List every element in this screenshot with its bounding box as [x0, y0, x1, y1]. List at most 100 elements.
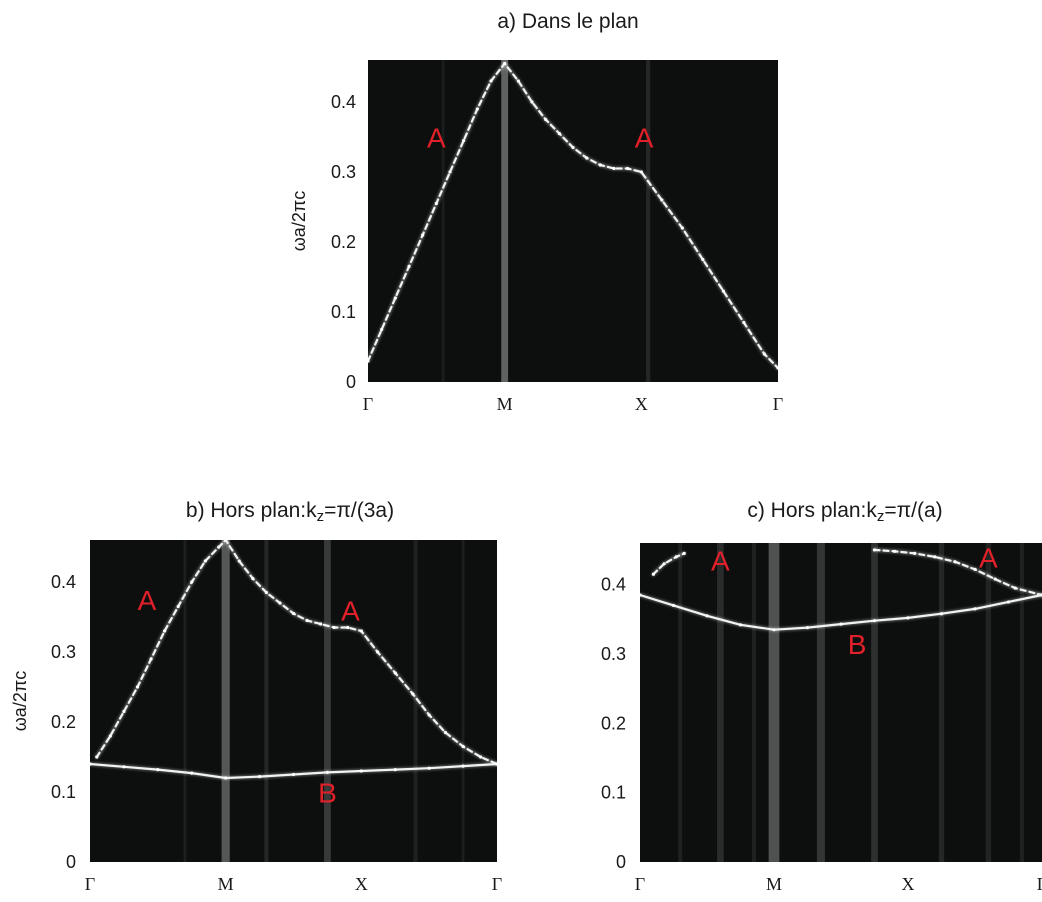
- band-point: [190, 771, 194, 775]
- band-point: [251, 576, 255, 581]
- leaky-mode-streak: [324, 540, 331, 862]
- panel-title: a) Dans le plan: [497, 10, 638, 33]
- panel-title-rest: =π/(a): [884, 499, 942, 522]
- band-point: [516, 79, 520, 83]
- band-point: [393, 296, 397, 300]
- band-point: [839, 622, 843, 626]
- band-point: [639, 170, 643, 174]
- band-point: [203, 559, 207, 563]
- band-point: [411, 692, 415, 696]
- x-tick-label: X: [355, 874, 368, 894]
- band-point: [495, 762, 499, 766]
- band-point: [776, 366, 780, 370]
- band-point: [149, 657, 153, 661]
- leaky-mode-streak: [413, 540, 418, 862]
- band-point: [953, 560, 957, 564]
- band-point: [407, 264, 411, 269]
- band-point: [475, 107, 479, 111]
- band-point: [190, 580, 194, 584]
- y-tick-label: 0.4: [601, 575, 626, 595]
- band-point: [738, 623, 743, 627]
- y-tick-label: 0.3: [51, 642, 76, 662]
- band-point: [638, 593, 642, 597]
- leaky-mode-streak: [183, 540, 187, 862]
- leaky-mode-streak: [1019, 543, 1024, 862]
- band-point: [359, 769, 363, 773]
- y-tick-label: 0.2: [51, 712, 76, 732]
- band-point: [176, 604, 180, 609]
- band-point: [701, 257, 705, 262]
- y-tick-label: 0.1: [331, 302, 356, 322]
- band-point: [421, 233, 425, 237]
- band-annotation-A: A: [138, 585, 157, 616]
- band-point: [393, 768, 397, 772]
- band-point: [325, 770, 330, 775]
- leaky-mode-streak: [751, 543, 756, 862]
- band-point: [427, 713, 431, 717]
- plot-area: [90, 540, 497, 862]
- leaky-mode-streak: [816, 543, 825, 862]
- band-point: [705, 614, 709, 618]
- panel-a: a) Dans le plan 0 0.1 0.2 0.3 0.4 ωa/2πc Γ M X Γ A A: [289, 10, 783, 414]
- panel-title-main: c) Hors plan:k: [747, 499, 877, 522]
- leaky-mode-streak: [441, 60, 445, 382]
- band-point: [503, 61, 507, 66]
- x-tick-label: Γ: [773, 394, 783, 414]
- y-tick-label: 0.3: [601, 644, 626, 664]
- panel-c: c) Hors plan:kz=π/(a) 0 0.1 0.2 0.3 0.4 Γ M X Γ A A…: [601, 499, 1042, 894]
- band-point: [993, 577, 997, 581]
- band-point: [462, 138, 466, 143]
- band-point: [626, 166, 630, 171]
- band-point: [651, 572, 656, 576]
- band-point: [461, 744, 465, 749]
- band-annotation-B: B: [848, 629, 867, 660]
- band-A: [651, 551, 687, 577]
- x-tick-label: M: [218, 874, 234, 894]
- x-tick-label: M: [766, 874, 782, 894]
- y-tick-label: 0.2: [601, 713, 626, 733]
- band-point: [346, 625, 350, 630]
- band-point: [448, 170, 452, 174]
- band-point: [434, 201, 438, 206]
- band-point: [319, 622, 323, 626]
- band-point: [122, 709, 126, 714]
- band-point: [332, 625, 336, 630]
- band-point: [237, 559, 241, 563]
- panel-title: b) Hors plan:kz=π/(3a): [186, 499, 394, 525]
- band-point: [1013, 586, 1017, 590]
- band-point: [224, 538, 228, 542]
- panel-title-subscript: z: [877, 508, 885, 525]
- x-tick-label: Γ: [1037, 874, 1042, 894]
- band-point: [674, 555, 678, 559]
- panel-title: c) Hors plan:kz=π/(a): [747, 499, 942, 525]
- band-point: [88, 762, 92, 766]
- x-tick-label: Γ: [363, 394, 373, 414]
- leaky-mode-streak: [768, 543, 780, 862]
- band-point: [805, 626, 810, 630]
- band-point: [135, 685, 140, 689]
- band-point: [772, 628, 776, 632]
- band-point: [264, 590, 268, 595]
- band-point: [671, 603, 676, 608]
- plot-area: [368, 60, 778, 382]
- leaky-mode-streak: [717, 543, 724, 862]
- y-axis-label: ωa/2πc: [289, 191, 309, 252]
- band-point: [530, 100, 534, 104]
- band-point: [305, 618, 309, 623]
- leaky-mode-streak: [264, 540, 269, 862]
- band-point: [224, 776, 228, 780]
- leaky-mode-streak: [985, 543, 992, 862]
- band-point: [571, 145, 575, 150]
- band-line: [366, 62, 780, 370]
- band-point: [291, 611, 296, 616]
- band-B: [88, 762, 499, 780]
- band-point: [366, 359, 370, 363]
- panel-title-main: a) Dans le plan: [497, 10, 638, 33]
- band-point: [122, 765, 126, 769]
- band-point: [257, 775, 262, 779]
- band-A: [94, 538, 499, 766]
- band-point: [973, 567, 977, 571]
- band-point: [376, 650, 380, 654]
- x-tick-label: Γ: [85, 874, 95, 894]
- band-line: [652, 552, 686, 576]
